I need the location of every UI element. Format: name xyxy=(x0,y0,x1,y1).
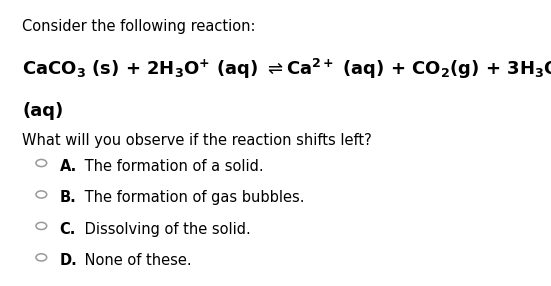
Text: (aq): (aq) xyxy=(22,102,63,120)
Text: What will you observe if the reaction shifts left?: What will you observe if the reaction sh… xyxy=(22,133,372,148)
Text: A.: A. xyxy=(60,159,77,174)
Text: D.: D. xyxy=(60,253,77,268)
Text: C.: C. xyxy=(60,222,76,237)
Text: The formation of a solid.: The formation of a solid. xyxy=(80,159,264,174)
Text: None of these.: None of these. xyxy=(80,253,192,268)
Text: Consider the following reaction:: Consider the following reaction: xyxy=(22,19,256,33)
Text: CaCO$_\mathbf{3}$ (s) + 2H$_\mathbf{3}$O$^\mathbf{+}$ (aq) $\rightleftharpoons$C: CaCO$_\mathbf{3}$ (s) + 2H$_\mathbf{3}$O… xyxy=(22,57,551,81)
Text: Dissolving of the solid.: Dissolving of the solid. xyxy=(80,222,251,237)
Text: The formation of gas bubbles.: The formation of gas bubbles. xyxy=(80,190,305,205)
Text: B.: B. xyxy=(60,190,76,205)
